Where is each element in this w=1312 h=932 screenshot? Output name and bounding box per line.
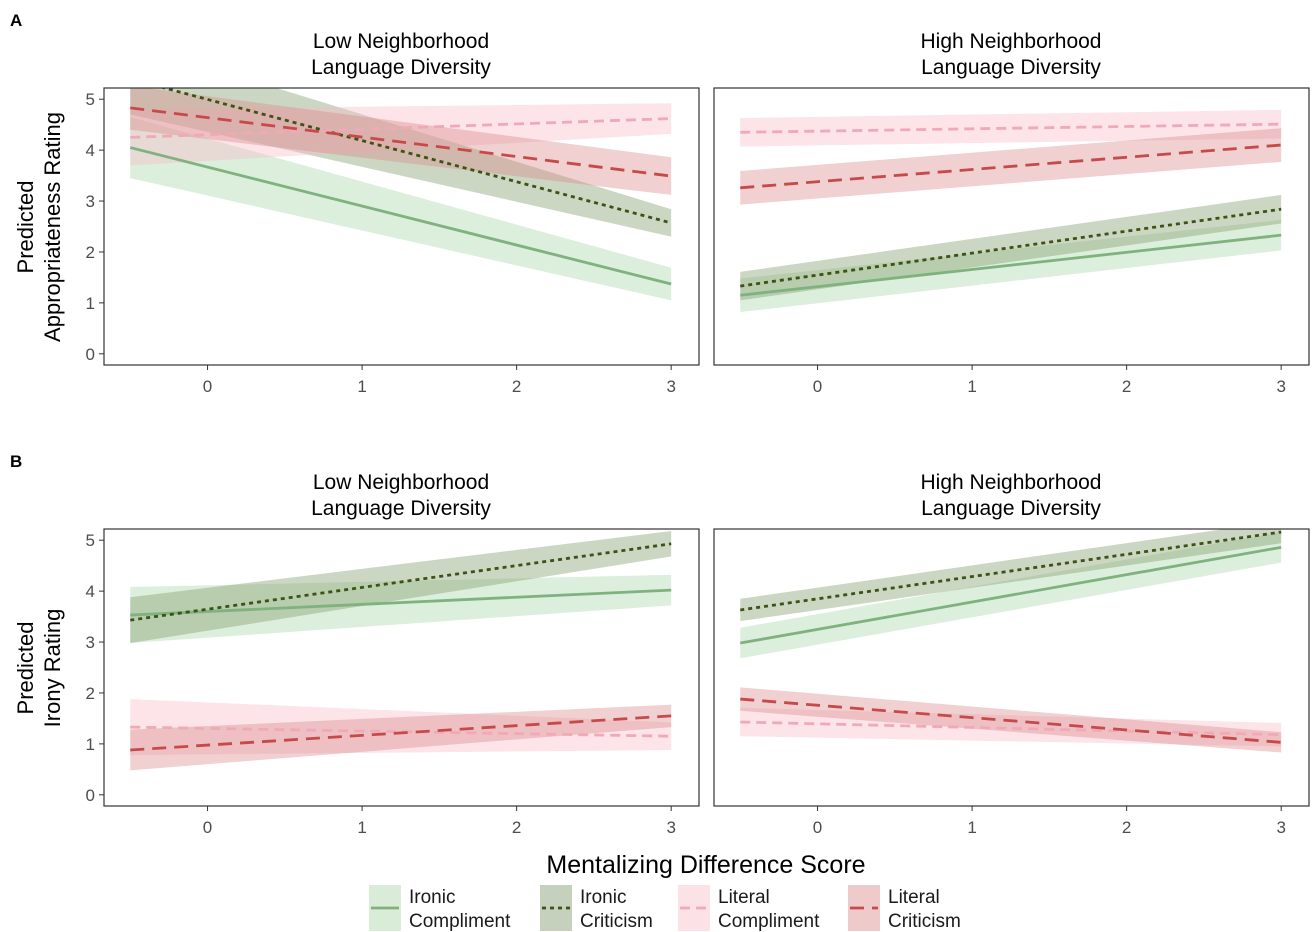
plot-border-b-low [103,528,700,807]
legend-label: Compliment [409,911,511,932]
trend-line-ironic-compliment-a-high [740,233,1282,297]
y-tick-label: 5 [86,531,95,550]
plot-area-b-high [740,529,1282,753]
plot-area-a-low [129,88,672,301]
y-tick-label: 2 [86,243,95,262]
y-tick-label: 4 [86,141,95,160]
trend-line-literal-criticism-a-high [740,143,1282,190]
y-tick-label: 1 [86,294,95,313]
x-tick-label: 0 [203,818,212,837]
trend-line-literal-criticism-b-high [740,697,1282,744]
y-axis-title-b-line1: Predicted [13,622,38,715]
y-tick-label: 1 [86,735,95,754]
panel-label-b: B [10,452,22,471]
ci-band-ironic-compliment-a-low [130,117,672,301]
legend-item-ironic-compliment: Ironic Compliment [369,885,511,932]
legend-label: Criticism [888,911,961,932]
trend-line-literal-compliment-a-low [130,117,672,139]
x-tick-label: 2 [512,377,521,396]
y-axis-title-b-line2: Irony Rating [40,609,65,728]
facet-title-b-low-line2: Language Diversity [311,497,491,520]
facet-title-b-low-line1: Low Neighborhood [313,471,489,494]
legend: Ironic Compliment Ironic Criticism Literal Co… [369,885,961,932]
x-tick-label: 2 [1122,377,1131,396]
ci-band-ironic-compliment-b-low [130,574,672,644]
x-tick-label: 3 [666,818,675,837]
x-tick-label: 3 [1276,377,1285,396]
x-tick-label: 1 [357,818,366,837]
y-tick-label: 3 [86,633,95,652]
x-axis-title: Mentalizing Difference Score [546,851,865,879]
y-axis-title-a-line1: Predicted [13,181,38,274]
y-tick-label: 0 [86,786,95,805]
legend-label: Ironic [409,887,455,908]
ci-band-literal-criticism-b-low [130,704,672,771]
ci-band-literal-compliment-a-low [130,103,672,166]
y-tick-label: 3 [86,192,95,211]
x-tick-label: 0 [813,818,822,837]
legend-label: Criticism [580,911,653,932]
ci-band-literal-compliment-a-high [740,109,1282,147]
legend-item-literal-compliment: Literal Compliment [678,885,820,932]
facet-title-a-low-line1: Low Neighborhood [313,30,489,53]
legend-label: Compliment [718,911,820,932]
trend-line-ironic-criticism-a-high [740,207,1282,288]
y-tick-label: 4 [86,582,95,601]
trend-line-ironic-compliment-a-low [129,146,672,286]
y-tick-label: 2 [86,684,95,703]
trend-line-literal-compliment-b-high [740,720,1282,737]
x-tick-label: 0 [203,377,212,396]
y-axis-title-a-line2: Appropriateness Rating [40,112,65,342]
facet-title-b-high-line1: High Neighborhood [921,471,1102,494]
trend-line-ironic-criticism-b-low [130,542,672,622]
trend-line-literal-criticism-a-low [130,106,672,178]
plot-area-b-low [130,531,672,771]
plot-area-a-high [740,109,1282,313]
ci-band-ironic-criticism-b-low [130,531,672,644]
trend-line-literal-compliment-a-high [740,122,1282,134]
facet-title-a-low-line2: Language Diversity [311,56,491,79]
ci-band-literal-compliment-b-high [740,707,1282,747]
y-tick-label: 5 [86,90,95,109]
trend-line-literal-compliment-b-low [130,725,672,738]
trend-line-ironic-compliment-b-low [130,588,672,617]
y-tick-label: 0 [86,345,95,364]
x-tick-label: 0 [813,377,822,396]
facet-title-a-high-line2: Language Diversity [921,56,1101,79]
x-tick-label: 2 [1122,818,1131,837]
plot-border-a-high [713,87,1310,366]
legend-item-literal-criticism: Literal Criticism [848,885,961,932]
legend-label: Ironic [580,887,626,908]
facet-title-b-high-line2: Language Diversity [921,497,1101,520]
trend-line-ironic-criticism-a-low [159,88,672,225]
plot-border-b-high [713,528,1310,807]
x-tick-label: 1 [967,377,976,396]
trend-line-literal-criticism-b-low [130,714,672,752]
trend-line-ironic-criticism-b-high [740,530,1282,612]
panel-label-a: A [10,11,22,30]
legend-label: Literal [718,887,770,908]
x-tick-label: 3 [666,377,675,396]
legend-item-ironic-criticism: Ironic Criticism [540,885,653,932]
legend-label: Literal [888,887,940,908]
plot-border-a-low [103,87,700,366]
trend-line-ironic-compliment-b-high [740,545,1282,645]
x-tick-label: 3 [1276,818,1285,837]
facet-title-a-high-line1: High Neighborhood [921,30,1102,53]
x-tick-label: 1 [967,818,976,837]
x-tick-label: 1 [357,377,366,396]
x-tick-label: 2 [512,818,521,837]
